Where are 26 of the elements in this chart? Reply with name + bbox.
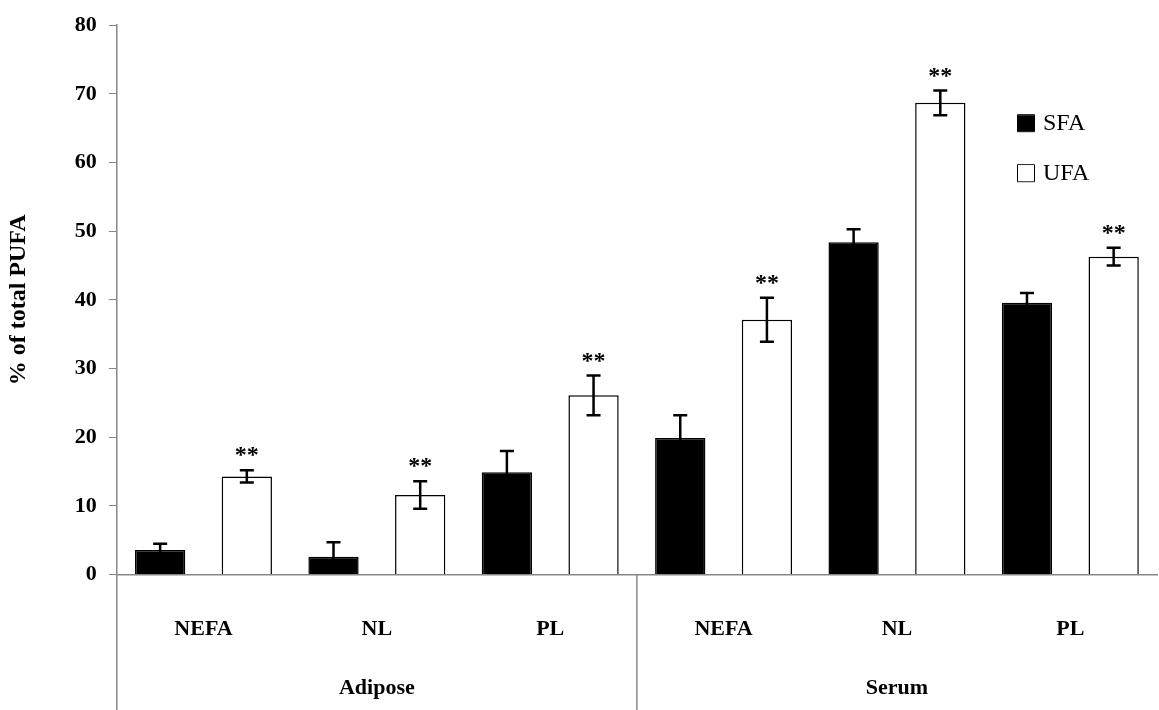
text: Serum	[865, 673, 929, 699]
y-tick-label: 80	[74, 10, 97, 36]
x-tick-label: PL	[1056, 615, 1085, 641]
data-label: **	[754, 269, 779, 296]
y-tick-label: 20	[74, 422, 97, 448]
y-tick-label: 10	[74, 491, 97, 517]
y-tick-label: 0	[85, 560, 97, 586]
data-label: **	[581, 346, 606, 373]
y-tick-label: 40	[74, 285, 97, 311]
legend-label: UFA	[1043, 159, 1090, 186]
y-tick-label: 30	[74, 354, 97, 380]
y-axis-title: % of total PUFA	[3, 213, 30, 386]
data-label: **	[1101, 218, 1126, 245]
data-label: **	[408, 452, 433, 479]
x-tick-label: PL	[536, 615, 565, 641]
text: Adipose	[338, 673, 415, 699]
x-tick-label: NL	[361, 615, 393, 641]
x-tick-label: NL	[881, 615, 913, 641]
data-label: **	[928, 61, 953, 88]
data-label: **	[234, 441, 259, 468]
y-tick-label: 50	[74, 216, 97, 242]
y-tick-label: 70	[74, 79, 97, 105]
x-tick-label: NEFA	[694, 615, 753, 641]
legend-label: SFA	[1043, 109, 1086, 136]
y-tick-label: 60	[74, 148, 97, 174]
x-tick-label: NEFA	[174, 615, 233, 641]
